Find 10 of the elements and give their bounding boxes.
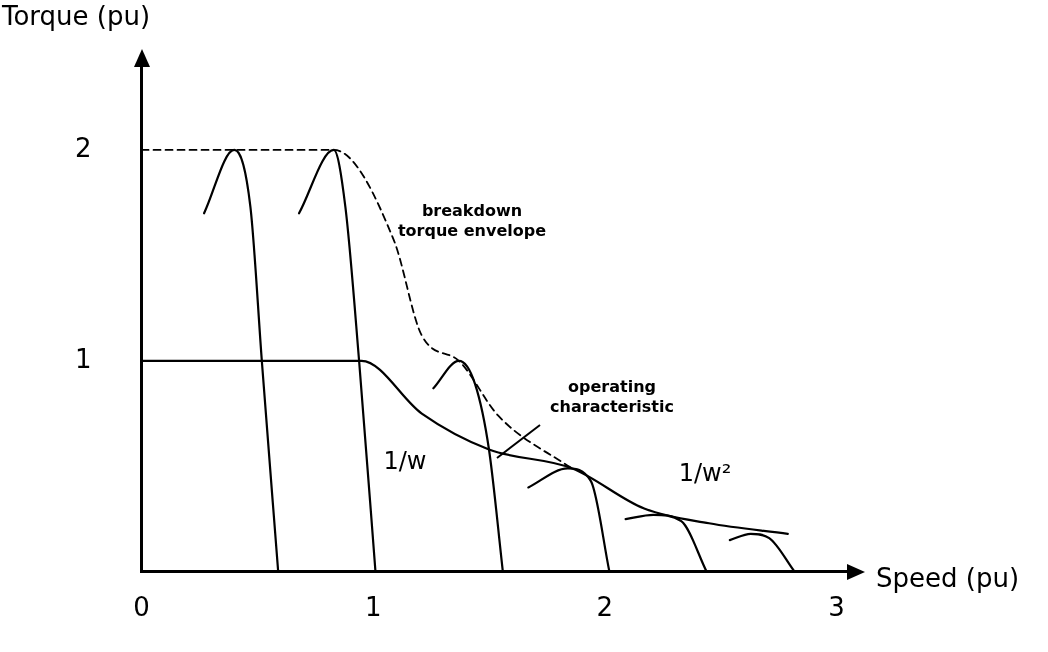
annotation: breakdown torque envelope: [397, 201, 547, 241]
x-axis-title: Speed (pu): [876, 562, 1020, 593]
x-tick-label: 3: [828, 592, 845, 623]
annotation: 1/w²: [678, 459, 732, 488]
x-tick-label: 2: [596, 592, 614, 623]
annotation: operating characteristic: [550, 377, 674, 417]
annotation: 1/w: [383, 447, 427, 476]
y-axis-title: Torque (pu): [1, 0, 151, 31]
x-tick-label: 1: [364, 592, 382, 623]
x-tick-label: 0: [133, 592, 150, 623]
